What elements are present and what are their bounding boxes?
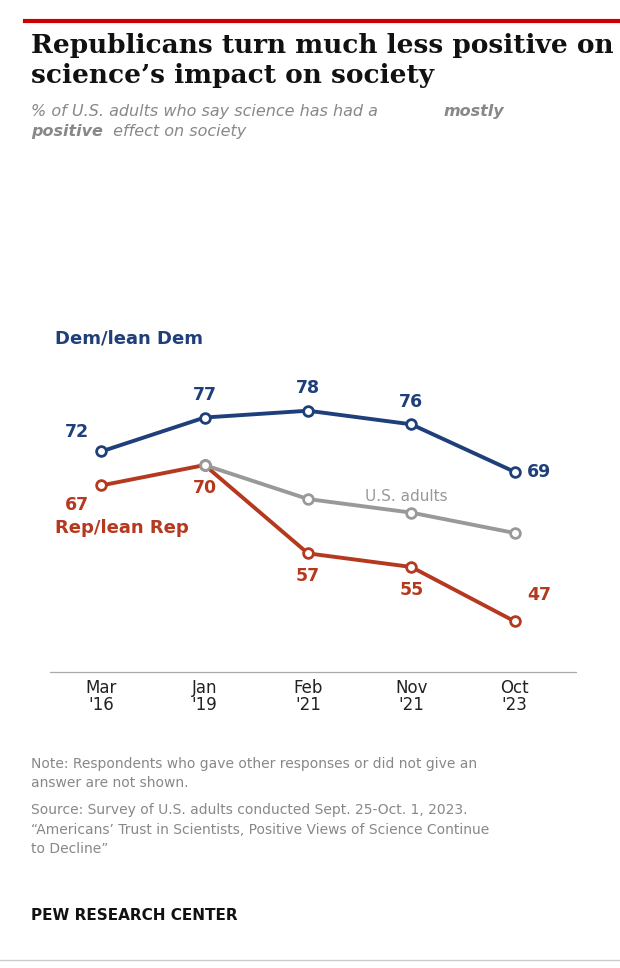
Text: Rep/lean Rep: Rep/lean Rep	[55, 520, 188, 537]
Text: Oct: Oct	[500, 679, 529, 697]
Text: mostly: mostly	[443, 104, 504, 118]
Text: PEW RESEARCH CENTER: PEW RESEARCH CENTER	[31, 908, 237, 923]
Text: U.S. adults: U.S. adults	[365, 489, 448, 503]
Text: 69: 69	[527, 463, 551, 481]
Text: Nov: Nov	[395, 679, 428, 697]
Text: '23: '23	[502, 696, 528, 714]
Text: 47: 47	[527, 587, 551, 604]
Text: '21: '21	[295, 696, 321, 714]
Text: 72: 72	[64, 423, 89, 441]
Text: '21: '21	[398, 696, 424, 714]
Text: positive: positive	[31, 124, 103, 138]
Text: '19: '19	[192, 696, 218, 714]
Text: Feb: Feb	[293, 679, 322, 697]
Text: 78: 78	[296, 379, 320, 397]
Text: 77: 77	[193, 386, 216, 404]
Text: 76: 76	[399, 393, 423, 410]
Text: 57: 57	[296, 567, 320, 585]
Text: Note: Respondents who gave other responses or did not give an
answer are not sho: Note: Respondents who gave other respons…	[31, 757, 477, 791]
Text: Mar: Mar	[86, 679, 117, 697]
Text: '16: '16	[89, 696, 114, 714]
Text: 67: 67	[64, 496, 89, 514]
Text: effect on society: effect on society	[108, 124, 247, 138]
Text: % of U.S. adults who say science has had a: % of U.S. adults who say science has had…	[31, 104, 383, 118]
Text: Dem/lean Dem: Dem/lean Dem	[55, 329, 203, 348]
Text: 70: 70	[193, 478, 216, 497]
Text: Jan: Jan	[192, 679, 218, 697]
Text: Source: Survey of U.S. adults conducted Sept. 25-Oct. 1, 2023.
“Americans’ Trust: Source: Survey of U.S. adults conducted …	[31, 803, 489, 857]
Text: Republicans turn much less positive on: Republicans turn much less positive on	[31, 33, 614, 58]
Text: science’s impact on society: science’s impact on society	[31, 63, 434, 88]
Text: 55: 55	[399, 581, 423, 598]
